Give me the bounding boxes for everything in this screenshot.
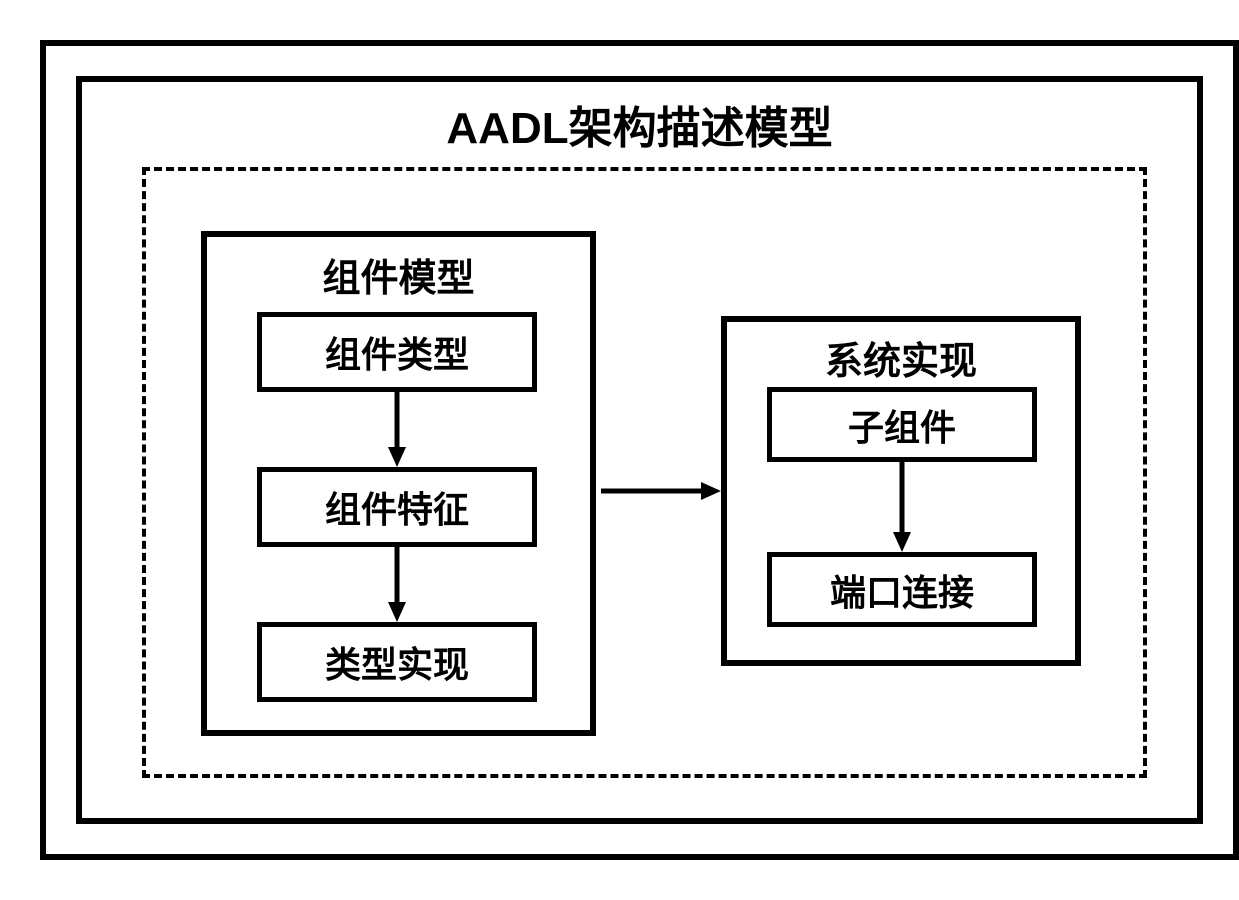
port-connection-box: 端口连接 <box>767 552 1037 627</box>
type-impl-box: 类型实现 <box>257 622 537 702</box>
component-model-group: 组件模型 组件类型 组件特征 <box>201 231 596 736</box>
arrow-component-to-system <box>601 481 721 501</box>
inner-frame: AADL架构描述模型 组件模型 组件类型 组件特征 <box>76 76 1203 824</box>
component-model-title: 组件模型 <box>322 247 474 302</box>
diagram-canvas: AADL架构描述模型 组件模型 组件类型 组件特征 <box>20 20 1239 880</box>
outer-frame: AADL架构描述模型 组件模型 组件类型 组件特征 <box>40 40 1239 860</box>
diagram-title: AADL架构描述模型 <box>446 92 832 156</box>
system-impl-title: 系统实现 <box>825 330 977 385</box>
arrow-subcomp-to-port <box>897 462 917 552</box>
port-connection-label: 端口连接 <box>830 564 974 616</box>
type-impl-label: 类型实现 <box>325 636 469 688</box>
system-impl-group: 系统实现 子组件 端口连接 <box>721 316 1081 666</box>
subcomponent-box: 子组件 <box>767 387 1037 462</box>
arrow-comp-type-to-feature <box>392 392 412 467</box>
subcomponent-label: 子组件 <box>848 399 956 451</box>
dashed-frame: 组件模型 组件类型 组件特征 <box>142 167 1147 778</box>
component-type-box: 组件类型 <box>257 312 537 392</box>
component-feature-box: 组件特征 <box>257 467 537 547</box>
arrow-feature-to-impl <box>392 547 412 622</box>
component-type-label: 组件类型 <box>325 326 469 378</box>
component-feature-label: 组件特征 <box>325 481 469 533</box>
